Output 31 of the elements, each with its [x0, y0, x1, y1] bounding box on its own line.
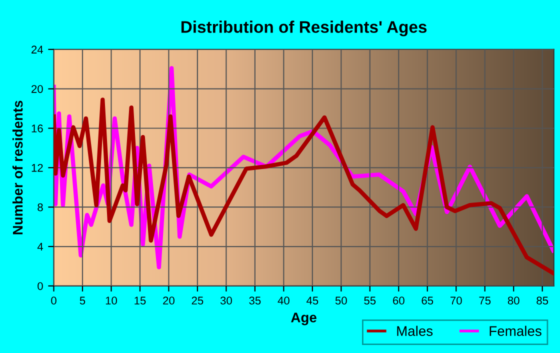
x-tick-label: 55: [364, 296, 376, 305]
y-tick-label: 12: [32, 164, 43, 172]
x-tick-label: 60: [393, 296, 404, 305]
y-tick-label: 0: [38, 282, 43, 290]
x-tick-label: 25: [192, 296, 204, 305]
line-series: [54, 98, 554, 276]
legend-label: Males: [397, 326, 433, 336]
x-tick-label: 15: [134, 296, 146, 305]
x-tick-label: 80: [508, 296, 520, 305]
x-tick-label: 20: [163, 296, 174, 305]
chart-title: Distribution of Residents' Ages: [181, 20, 427, 36]
y-tick-label: 20: [32, 85, 43, 93]
x-tick-label: 10: [106, 296, 117, 305]
y-axis-title: Number of residents: [12, 100, 23, 234]
y-tick-label: 4: [37, 242, 44, 251]
x-tick-label: 45: [306, 296, 318, 305]
x-tick-label: 30: [220, 296, 232, 305]
x-tick-label: 50: [335, 296, 347, 305]
x-tick-label: 40: [278, 296, 290, 305]
y-tick-label: 16: [32, 124, 43, 132]
x-tick-label: 0: [51, 296, 56, 305]
x-tick-label: 65: [422, 296, 434, 305]
x-tick-label: 35: [249, 296, 261, 305]
x-tick-label: 5: [80, 296, 86, 305]
x-tick-label: 70: [450, 296, 462, 305]
x-tick-label: 75: [479, 296, 491, 305]
legend-label: Females: [490, 326, 542, 336]
y-tick-label: 8: [38, 203, 43, 212]
x-axis-title: Age: [291, 312, 316, 326]
y-tick-label: 24: [32, 46, 44, 54]
x-tick-label: 85: [536, 296, 548, 305]
